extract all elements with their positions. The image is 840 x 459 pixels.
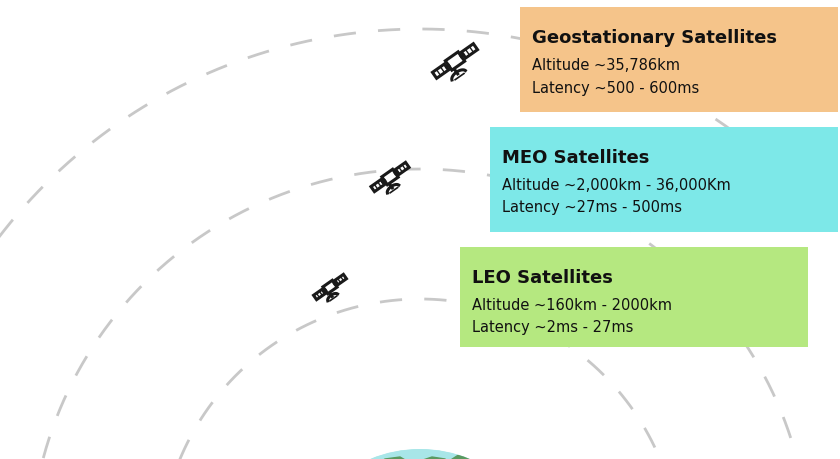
Polygon shape (323, 281, 337, 294)
Polygon shape (350, 457, 418, 459)
FancyBboxPatch shape (520, 8, 838, 113)
Polygon shape (445, 53, 465, 71)
FancyBboxPatch shape (490, 128, 838, 233)
Text: Geostationary Satellites: Geostationary Satellites (532, 29, 777, 47)
Polygon shape (334, 275, 346, 285)
Text: LEO Satellites: LEO Satellites (472, 269, 613, 286)
Text: MEO Satellites: MEO Satellites (502, 149, 649, 167)
Polygon shape (461, 45, 477, 59)
Polygon shape (420, 457, 448, 459)
Polygon shape (433, 65, 449, 79)
Text: Latency ~500 - 600ms: Latency ~500 - 600ms (532, 80, 699, 95)
Polygon shape (382, 170, 398, 185)
Text: Altitude ~160km - 2000km: Altitude ~160km - 2000km (472, 298, 672, 313)
FancyBboxPatch shape (460, 247, 808, 347)
Text: Latency ~27ms - 500ms: Latency ~27ms - 500ms (502, 200, 682, 215)
Circle shape (290, 449, 550, 459)
Polygon shape (396, 163, 409, 175)
Text: Latency ~2ms - 27ms: Latency ~2ms - 27ms (472, 320, 633, 335)
Polygon shape (313, 290, 325, 300)
Text: Altitude ~35,786km: Altitude ~35,786km (532, 58, 680, 73)
Polygon shape (371, 180, 385, 192)
Text: Altitude ~2,000km - 36,000Km: Altitude ~2,000km - 36,000Km (502, 178, 731, 193)
Polygon shape (428, 451, 530, 459)
